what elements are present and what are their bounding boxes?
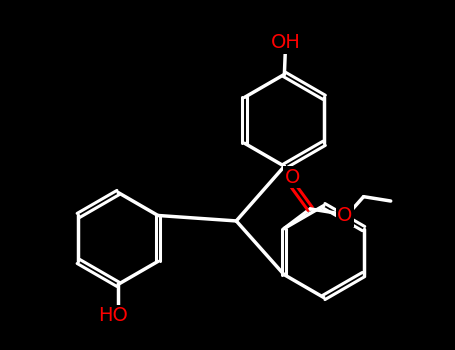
Text: O: O xyxy=(285,168,300,187)
Text: HO: HO xyxy=(98,306,128,326)
Text: OH: OH xyxy=(271,33,301,52)
Text: O: O xyxy=(337,206,353,225)
